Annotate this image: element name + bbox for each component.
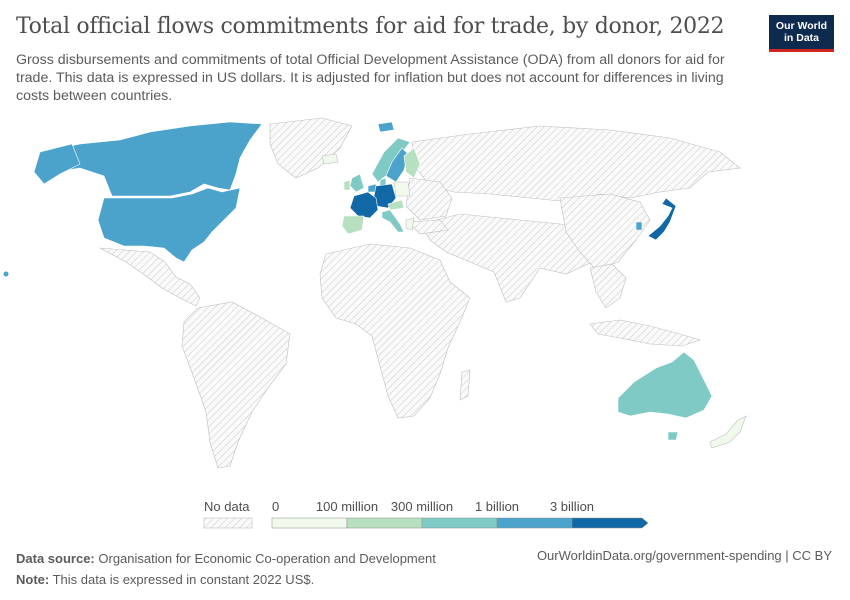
region-indonesia[interactable]	[589, 319, 701, 347]
chart-title: Total official flows commitments for aid…	[16, 14, 725, 39]
country-united-states-alaska[interactable]	[33, 143, 81, 185]
map-legend: No data 0 100 million 300 million 1 billion…	[203, 499, 649, 529]
country-spain[interactable]	[341, 215, 365, 235]
country-united-states[interactable]	[97, 187, 241, 263]
region-russia[interactable]	[411, 125, 741, 203]
country-greenland[interactable]	[269, 117, 353, 179]
chart-subtitle: Gross disbursements and commitments of t…	[16, 52, 725, 104]
country-turkey[interactable]	[407, 219, 449, 235]
country-germany[interactable]	[373, 183, 397, 209]
legend-bin-2[interactable]	[421, 517, 498, 529]
country-france[interactable]	[349, 191, 379, 219]
logo-line-1: Our World	[775, 20, 828, 32]
country-south-korea[interactable]	[635, 221, 643, 231]
source-link[interactable]: Organisation for Economic Co-operation a…	[98, 551, 436, 566]
country-mexico[interactable]	[99, 247, 201, 307]
footer-note: Note: This data is expressed in constant…	[16, 569, 436, 590]
legend-tick-label-2: 300 million	[391, 499, 453, 514]
legend-tick-label-4: 3 billion	[550, 499, 594, 514]
region-middle-east-asia[interactable]	[419, 213, 601, 303]
legend-tick-label-0: 0	[272, 499, 279, 514]
legend-no-data-swatch	[203, 517, 253, 529]
legend-bin-4[interactable]	[571, 517, 649, 529]
footer-source: Data source: Organisation for Economic C…	[16, 548, 436, 569]
world-map[interactable]	[0, 112, 850, 492]
country-australia-tasmania[interactable]	[667, 431, 679, 441]
country-japan[interactable]	[647, 197, 677, 241]
region-china[interactable]	[559, 193, 651, 271]
note-text: This data is expressed in constant 2022 …	[52, 572, 315, 587]
footer-url[interactable]: OurWorldinData.org/government-spending |…	[536, 548, 832, 563]
country-iceland[interactable]	[321, 153, 339, 165]
legend-tick-label-3: 1 billion	[475, 499, 519, 514]
country-italy[interactable]	[381, 209, 405, 233]
legend-tick-label-1: 100 million	[316, 499, 378, 514]
legend-bin-3[interactable]	[496, 517, 573, 529]
legend-bin-0[interactable]	[271, 517, 348, 529]
country-new-zealand[interactable]	[709, 415, 747, 449]
owid-logo[interactable]: Our World in Data	[769, 15, 834, 52]
country-norway-svalbard[interactable]	[377, 121, 395, 133]
country-finland[interactable]	[403, 147, 421, 179]
country-austria[interactable]	[387, 199, 405, 211]
region-southeast-asia[interactable]	[589, 263, 627, 309]
country-united-kingdom[interactable]	[349, 173, 365, 193]
source-label: Data source:	[16, 551, 95, 566]
footer-source-note: Data source: Organisation for Economic C…	[16, 548, 436, 590]
legend-bin-1[interactable]	[346, 517, 423, 529]
logo-line-2: in Data	[783, 32, 819, 44]
region-eastern-europe[interactable]	[405, 177, 453, 221]
region-south-america[interactable]	[181, 301, 291, 469]
country-australia[interactable]	[617, 351, 713, 419]
country-madagascar[interactable]	[459, 369, 471, 401]
legend-no-data-label: No data	[204, 499, 250, 514]
country-ireland[interactable]	[343, 179, 351, 191]
country-united-states-hawaii[interactable]	[3, 271, 9, 277]
country-greece[interactable]	[405, 217, 415, 231]
region-africa[interactable]	[319, 243, 471, 419]
country-poland[interactable]	[393, 181, 411, 197]
note-label: Note:	[16, 572, 50, 587]
